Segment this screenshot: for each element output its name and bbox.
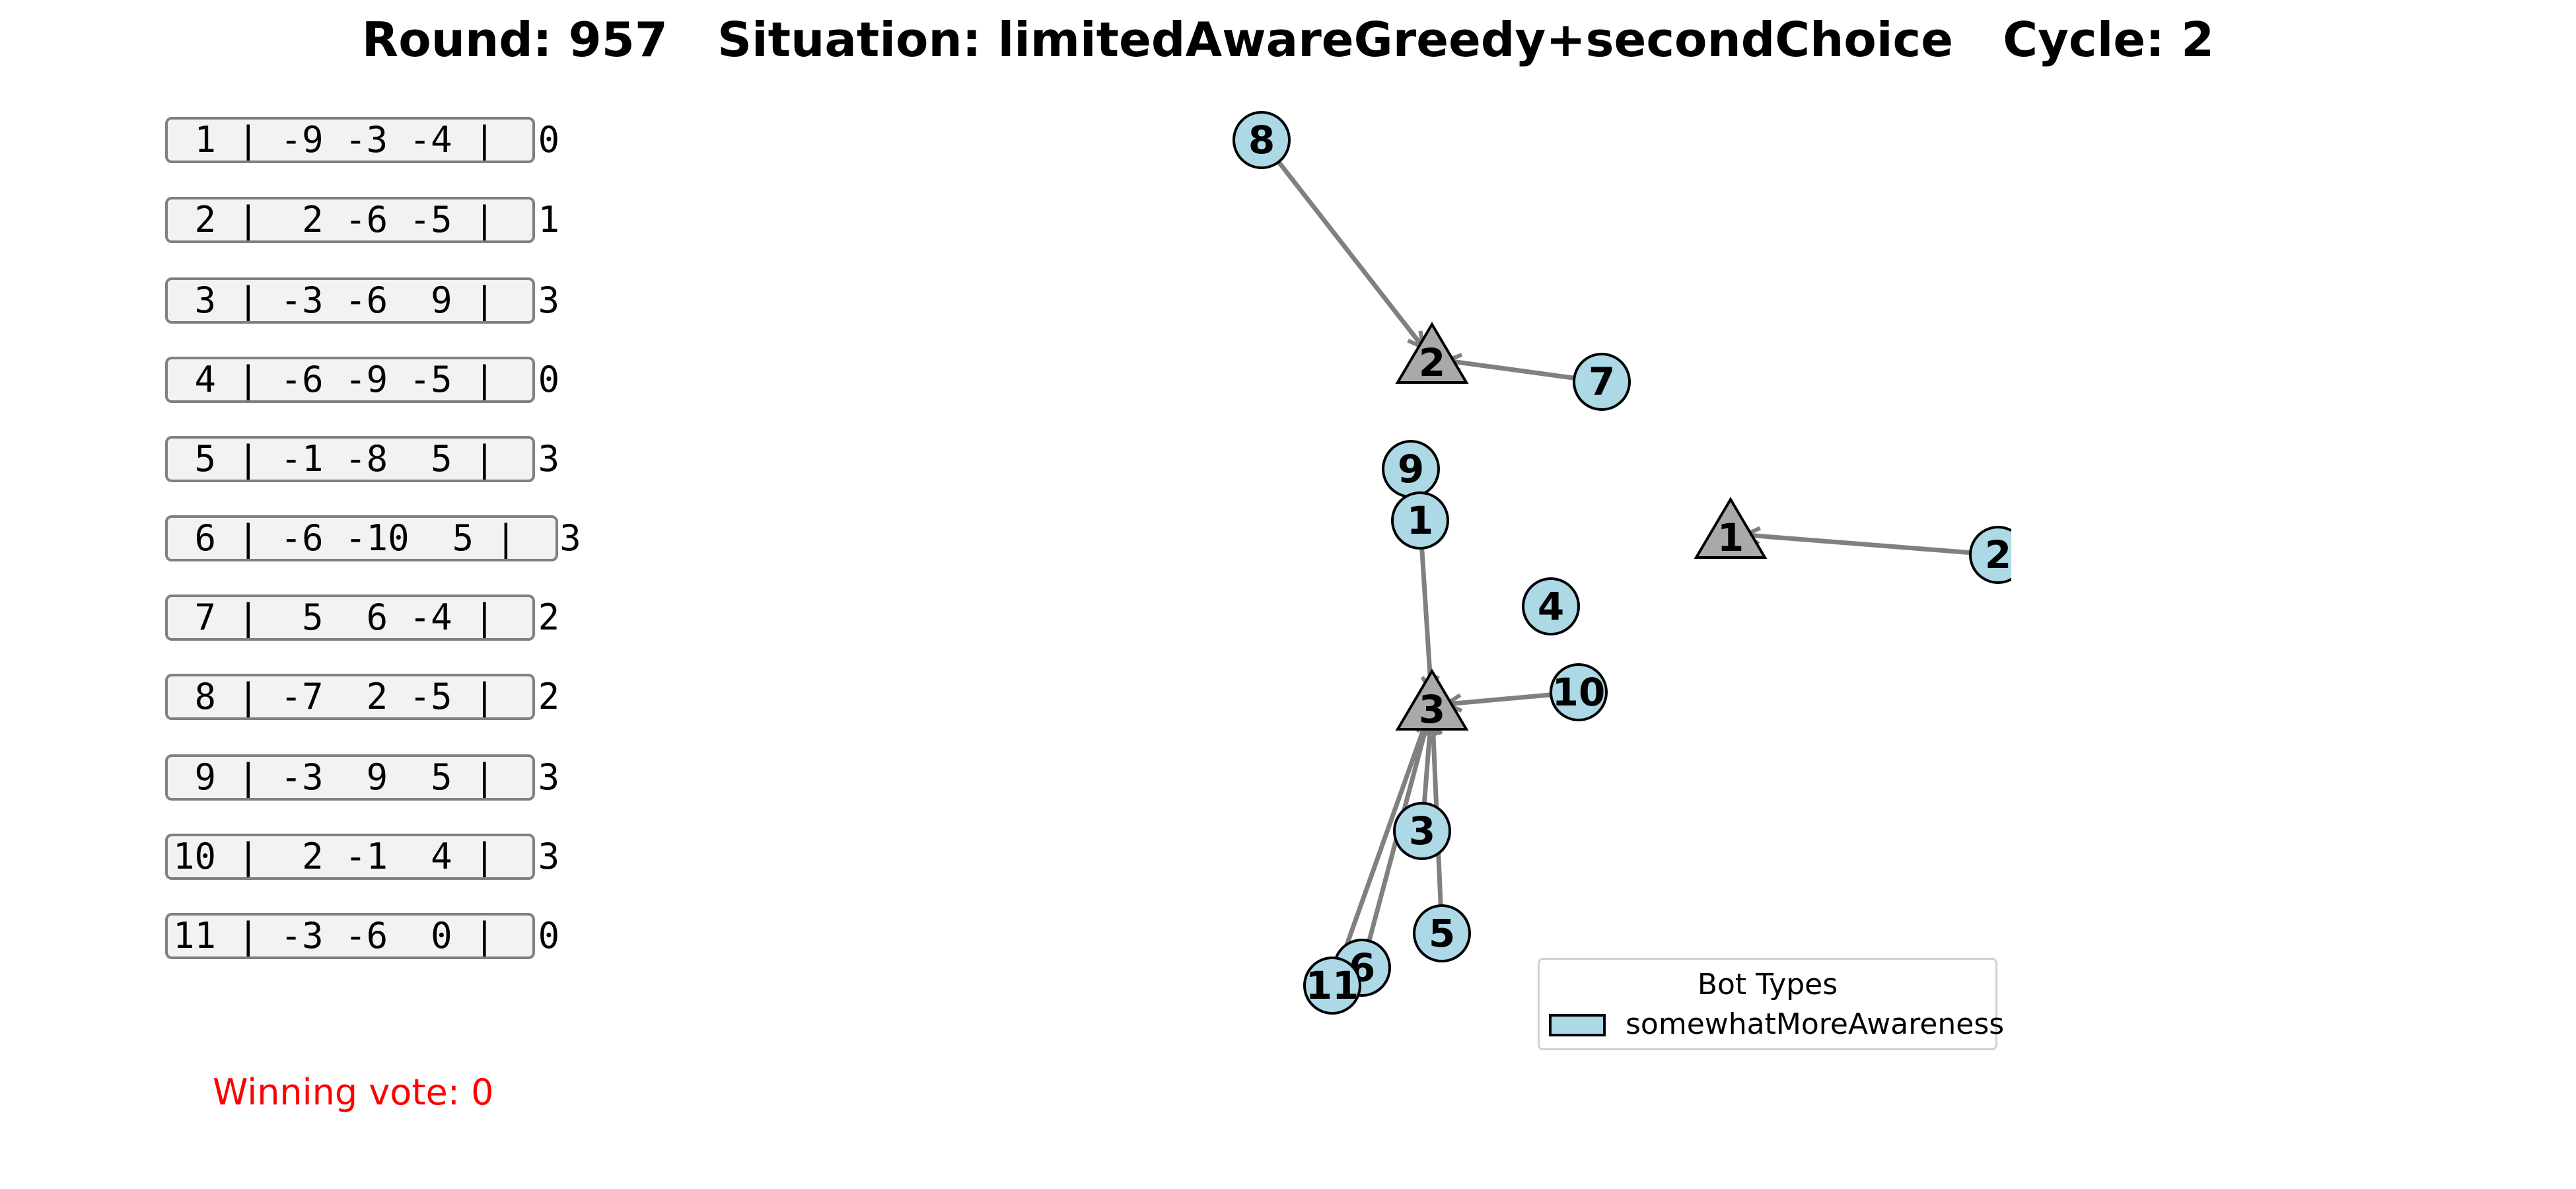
option-2-node: 2 bbox=[1395, 322, 1469, 385]
chart-title: Round: 957 Situation: limitedAwareGreedy… bbox=[361, 12, 2215, 67]
bot-3-node: 3 bbox=[1393, 802, 1451, 860]
bot-2-circle bbox=[1969, 526, 2011, 584]
bot-4-circle bbox=[1522, 577, 1580, 635]
legend-title: Bot Types bbox=[1697, 968, 1838, 1001]
edges-layer bbox=[1260, 138, 1999, 987]
bot-10-node: 10 bbox=[1550, 663, 1608, 721]
bot-11-circle bbox=[1303, 956, 1361, 1015]
bot-5-label: 5 bbox=[1429, 911, 1455, 956]
vote-box-bot-7: 7 | 5 6 -4 | 2 bbox=[165, 594, 559, 641]
bot-2-node: 2 bbox=[1969, 526, 2011, 584]
option-3-node: 3 bbox=[1395, 668, 1469, 732]
bot-7-label: 7 bbox=[1589, 359, 1615, 404]
option-2-triangle bbox=[1395, 322, 1469, 384]
winning-vote-label: Winning vote: 0 bbox=[213, 1071, 494, 1113]
option-1-label: 1 bbox=[1717, 515, 1744, 560]
legend: Bot Types somewhatMoreAwareness bbox=[1538, 958, 2004, 1050]
bot-7-node: 7 bbox=[1573, 353, 1631, 411]
bot-1-label: 1 bbox=[1407, 498, 1433, 543]
bot-8-node: 8 bbox=[1233, 111, 1291, 169]
option-3-label: 3 bbox=[1419, 687, 1445, 732]
bot-4-node: 4 bbox=[1522, 577, 1580, 635]
vote-box-bot-3: 3 | -3 -6 9 | 3 bbox=[165, 277, 559, 324]
bot-11-node: 11 bbox=[1303, 956, 1361, 1015]
bot-8-label: 8 bbox=[1248, 118, 1275, 162]
bot-5-circle bbox=[1413, 904, 1471, 962]
bot-3-circle bbox=[1393, 802, 1451, 860]
bot-1-circle bbox=[1391, 491, 1449, 550]
bot-9-node: 9 bbox=[1382, 440, 1440, 498]
vote-box-bot-10: 10 | 2 -1 4 | 3 bbox=[165, 834, 559, 880]
legend-label: somewhatMoreAwareness bbox=[1626, 1007, 2005, 1041]
bot-1-node: 1 bbox=[1391, 491, 1449, 550]
bot-8-circle bbox=[1233, 111, 1291, 169]
bot-4-label: 4 bbox=[1538, 584, 1564, 629]
bot-2-label: 2 bbox=[1985, 532, 2011, 577]
bot-11-label: 11 bbox=[1306, 963, 1359, 1008]
bot-7-circle bbox=[1573, 353, 1631, 411]
bot-3-label: 3 bbox=[1409, 809, 1435, 853]
edge-bot-11-to-option-3 bbox=[1330, 704, 1435, 987]
vote-box-bot-6: 6 | -6 -10 5 | 3 bbox=[165, 515, 581, 561]
legend-swatch bbox=[1549, 1014, 1606, 1036]
bot-10-circle bbox=[1550, 663, 1608, 721]
option-2-label: 2 bbox=[1419, 340, 1445, 385]
vote-box-bot-2: 2 | 2 -6 -5 | 1 bbox=[165, 197, 559, 243]
vote-box-bot-1: 1 | -9 -3 -4 | 0 bbox=[165, 117, 559, 163]
bot-10-label: 10 bbox=[1552, 670, 1606, 715]
bot-9-label: 9 bbox=[1398, 447, 1424, 491]
edge-bot-8-to-option-2 bbox=[1260, 138, 1434, 361]
option-3-triangle bbox=[1395, 668, 1469, 731]
edge-bot-2-to-option-1 bbox=[1730, 531, 1999, 558]
option-1-node: 1 bbox=[1694, 497, 1768, 560]
bot-5-node: 5 bbox=[1413, 904, 1471, 962]
option-1-triangle bbox=[1694, 497, 1768, 559]
